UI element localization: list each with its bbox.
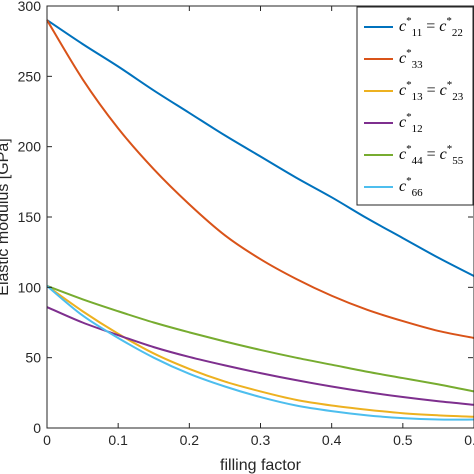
y-tick-label: 300 bbox=[18, 0, 42, 14]
y-tick-label: 150 bbox=[18, 209, 42, 225]
legend-box bbox=[356, 6, 474, 206]
series-line-3 bbox=[46, 306, 474, 406]
y-tick-label: 100 bbox=[18, 279, 42, 295]
x-tick-label: 0.1 bbox=[108, 432, 128, 448]
series-line-2 bbox=[46, 285, 474, 418]
legend-label-2: c*13 = c*23 bbox=[399, 79, 464, 103]
tick-labels: 0 0.1 0.2 0.3 0.4 0.5 0.6 0 50 100 150 200 250 300 bbox=[18, 0, 474, 448]
y-axis-label: Elastic modulus [GPa] bbox=[0, 138, 12, 295]
x-tick-label: 0.5 bbox=[393, 432, 413, 448]
x-tick-label: 0 bbox=[43, 432, 51, 448]
series-line-4 bbox=[46, 284, 474, 393]
y-tick-label: 250 bbox=[18, 68, 42, 84]
series-line-0 bbox=[46, 19, 474, 277]
legend-label-0: c*11 = c*22 bbox=[399, 15, 463, 39]
legend-label-3: c*12 bbox=[399, 111, 423, 135]
x-axis-label: filling factor bbox=[220, 457, 302, 474]
series-line-1 bbox=[46, 19, 474, 339]
series-line-5 bbox=[46, 285, 474, 421]
legend-label-1: c*33 bbox=[399, 47, 423, 71]
x-tick-label: 0.2 bbox=[180, 432, 200, 448]
y-tick-label: 0 bbox=[33, 420, 41, 436]
legend-label-4: c*44 = c*55 bbox=[399, 143, 464, 167]
x-tick-label: 0.6 bbox=[464, 432, 474, 448]
legend-label-5: c*66 bbox=[399, 175, 423, 199]
x-tick-label: 0.3 bbox=[251, 432, 271, 448]
plot-lines bbox=[46, 19, 474, 421]
y-tick-label: 50 bbox=[25, 350, 41, 366]
legend: c*11 = c*22 c*33 c*13 = c*23 c*12 c*44 = c*5… bbox=[356, 6, 474, 206]
y-tick-label: 200 bbox=[18, 139, 42, 155]
x-tick-label: 0.4 bbox=[322, 432, 342, 448]
